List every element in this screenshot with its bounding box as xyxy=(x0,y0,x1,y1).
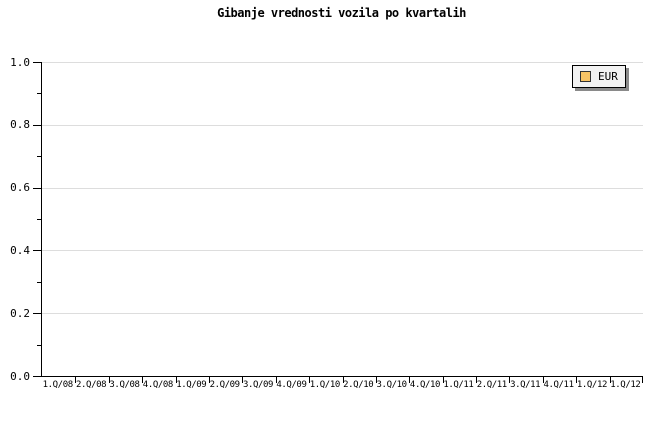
y-tick-label: 1.0 xyxy=(10,55,30,69)
x-tick-label: 4.Q/08 xyxy=(142,380,174,390)
y-minor-tick xyxy=(37,344,41,346)
x-tick xyxy=(242,377,244,383)
y-tick-label: 0.6 xyxy=(10,181,30,195)
gridline-0.8 xyxy=(42,124,643,126)
y-major-tick xyxy=(33,376,41,377)
x-tick xyxy=(542,377,544,383)
chart-title: Gibanje vrednosti vozila po kvartalih xyxy=(217,6,466,20)
x-tick-label: 1.Q/12 xyxy=(576,380,608,390)
x-tick xyxy=(609,377,611,383)
x-tick-label: 2.Q/10 xyxy=(343,380,374,390)
x-tick-label: 1.Q/08 xyxy=(42,380,74,390)
gridline-1.0 xyxy=(42,62,643,63)
x-tick-label: 3.Q/09 xyxy=(242,380,274,390)
x-tick xyxy=(108,377,110,383)
y-major-tick xyxy=(33,250,41,252)
plot-area xyxy=(33,62,643,383)
x-tick-label: 4.Q/10 xyxy=(409,380,441,390)
x-tick-label: 4.Q/11 xyxy=(543,380,574,390)
x-tick xyxy=(275,377,277,383)
y-minor-tick xyxy=(37,219,41,220)
gridline-0.2 xyxy=(42,313,643,315)
x-tick-label: 3.Q/08 xyxy=(109,380,140,390)
y-tick-label: 0.4 xyxy=(10,243,30,257)
y-major-tick xyxy=(33,313,41,315)
x-tick xyxy=(442,377,444,383)
x-tick xyxy=(208,377,210,383)
y-axis-labels: 1.0 0.8 0.6 0.4 0.2 0.0 xyxy=(0,57,32,382)
y-tick-label: 0.8 xyxy=(10,118,30,132)
legend-box: EUR xyxy=(572,65,626,88)
y-minor-tick xyxy=(37,93,41,95)
x-tick xyxy=(342,377,344,383)
x-tick xyxy=(75,377,77,383)
x-tick xyxy=(375,377,377,383)
x-tick-label: 2.Q/09 xyxy=(209,380,241,390)
y-tick-label: 0.2 xyxy=(10,306,30,320)
x-tick xyxy=(175,377,177,383)
x-tick xyxy=(642,377,643,383)
gridline-0.4 xyxy=(42,250,643,252)
x-tick-label: 1.Q/10 xyxy=(309,380,341,390)
legend-swatch-icon xyxy=(580,71,591,82)
x-tick xyxy=(476,377,478,383)
x-tick-label: 1.Q/12 xyxy=(610,380,641,390)
x-axis-labels: 1.Q/08 2.Q/08 3.Q/08 4.Q/08 1.Q/09 2.Q/0… xyxy=(41,380,642,390)
x-tick xyxy=(576,377,578,383)
gridline-0.6 xyxy=(42,187,643,189)
x-tick-label: 4.Q/09 xyxy=(276,380,307,390)
x-tick-label: 3.Q/11 xyxy=(510,380,541,390)
x-tick-label: 1.Q/09 xyxy=(176,380,207,390)
y-major-tick xyxy=(33,62,41,63)
y-major-tick xyxy=(33,124,41,126)
y-tick-label: 0.0 xyxy=(10,369,30,383)
x-tick xyxy=(509,377,511,383)
y-minor-tick xyxy=(37,281,41,283)
x-tick-label: 2.Q/08 xyxy=(76,380,107,390)
x-tick-label: 3.Q/10 xyxy=(376,380,408,390)
x-tick xyxy=(409,377,411,383)
y-minor-tick xyxy=(37,156,41,158)
x-tick-label: 1.Q/11 xyxy=(443,380,474,390)
y-major-tick xyxy=(33,187,41,189)
x-tick-label: 2.Q/11 xyxy=(476,380,508,390)
x-tick xyxy=(142,377,144,383)
legend-label: EUR xyxy=(598,70,618,83)
x-tick xyxy=(309,377,311,383)
